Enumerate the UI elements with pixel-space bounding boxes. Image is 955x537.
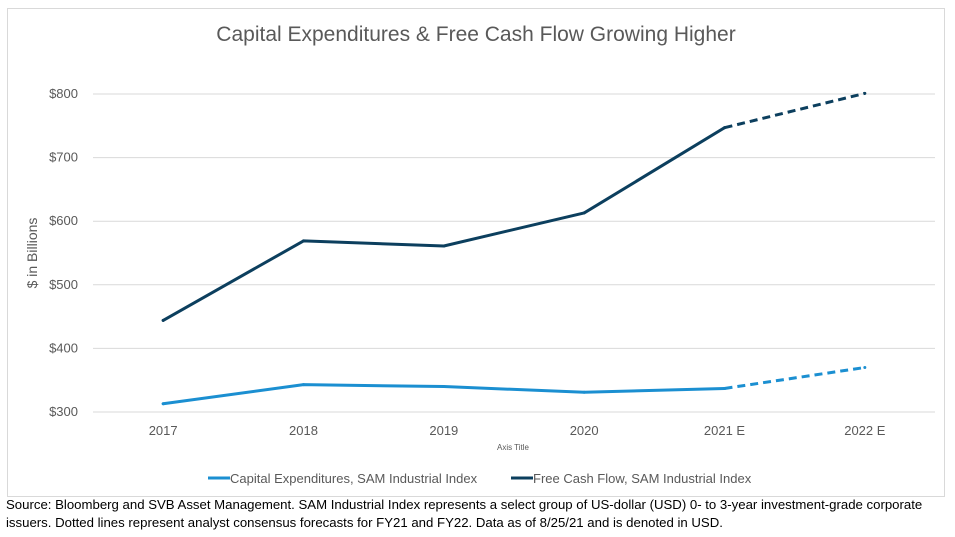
- series-line-actual: [161, 126, 726, 322]
- x-tick-label: 2018: [289, 423, 318, 438]
- gridlines: [93, 93, 935, 413]
- data-point: [161, 402, 165, 406]
- data-point: [863, 365, 867, 369]
- y-tick-label: $600: [49, 213, 78, 228]
- x-tick-label: 2019: [429, 423, 458, 438]
- source-note: Source: Bloomberg and SVB Asset Manageme…: [6, 497, 923, 530]
- y-axis-ticks: $300 $400 $500 $600 $700 $800: [49, 86, 78, 419]
- data-point: [582, 211, 586, 215]
- x-tick-label: 2021 E: [704, 423, 746, 438]
- data-point: [302, 239, 305, 243]
- chart-title: Capital Expenditures & Free Cash Flow Gr…: [216, 23, 735, 46]
- chart-frame: Capital Expenditures & Free Cash Flow Gr…: [7, 8, 945, 497]
- data-point: [582, 390, 586, 394]
- x-tick-label: 2020: [570, 423, 599, 438]
- x-tick-label: 2017: [149, 423, 178, 438]
- legend-label: Capital Expenditures, SAM Industrial Ind…: [230, 471, 478, 486]
- data-point: [161, 318, 165, 322]
- legend: Capital Expenditures, SAM Industrial Ind…: [208, 471, 752, 486]
- y-tick-label: $500: [49, 277, 78, 292]
- y-tick-label: $400: [49, 340, 78, 355]
- data-point: [723, 126, 726, 130]
- y-tick-label: $800: [49, 86, 78, 101]
- data-point: [442, 385, 446, 389]
- line-chart: Capital Expenditures & Free Cash Flow Gr…: [24, 23, 935, 486]
- data-point: [302, 383, 305, 387]
- y-tick-label: $700: [49, 150, 78, 165]
- series-lines: [161, 91, 867, 406]
- x-axis-ticks: 2017 2018 2019 2020 2021 E 2022 E: [149, 423, 886, 438]
- data-point: [442, 244, 446, 248]
- series-line-forecast: [724, 91, 866, 130]
- x-tick-label: 2022 E: [844, 423, 886, 438]
- data-point: [863, 91, 867, 95]
- y-axis-title: $ in Billions: [24, 218, 40, 289]
- x-axis-title: Axis Title: [497, 443, 530, 452]
- series-line-forecast: [724, 365, 866, 390]
- legend-label: Free Cash Flow, SAM Industrial Index: [533, 471, 752, 486]
- data-point: [723, 386, 726, 390]
- y-tick-label: $300: [49, 404, 78, 419]
